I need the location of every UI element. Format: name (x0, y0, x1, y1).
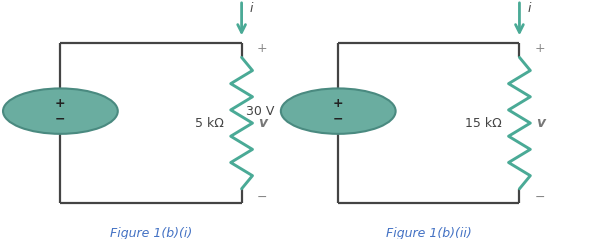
Text: i: i (249, 2, 253, 15)
Text: −: − (333, 113, 344, 125)
Text: 5 kΩ: 5 kΩ (194, 117, 223, 130)
Text: +: + (257, 42, 268, 55)
Text: +: + (535, 42, 545, 55)
Text: Figure 1(b)(i): Figure 1(b)(i) (110, 227, 192, 239)
Text: 30 V: 30 V (246, 105, 275, 118)
Text: +: + (333, 97, 344, 110)
Text: −: − (55, 113, 66, 125)
Circle shape (281, 88, 396, 134)
Text: −: − (257, 191, 267, 204)
Text: v: v (536, 116, 545, 130)
Circle shape (3, 88, 118, 134)
Text: +: + (55, 97, 66, 110)
Text: −: − (535, 191, 545, 204)
Text: i: i (527, 2, 531, 15)
Text: 15 kΩ: 15 kΩ (464, 117, 501, 130)
Text: v: v (259, 116, 268, 130)
Text: Figure 1(b)(ii): Figure 1(b)(ii) (386, 227, 472, 239)
